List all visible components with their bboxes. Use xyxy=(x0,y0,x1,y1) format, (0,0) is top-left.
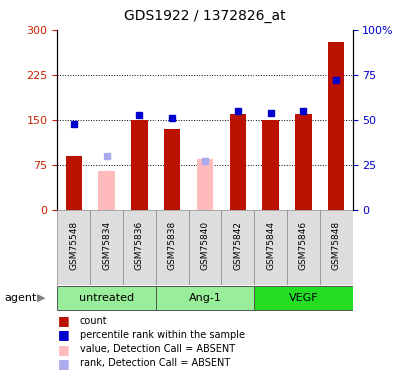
Bar xyxy=(327,42,344,210)
Text: GSM75548: GSM75548 xyxy=(69,221,78,270)
FancyBboxPatch shape xyxy=(57,210,90,285)
Text: GSM75836: GSM75836 xyxy=(135,221,144,270)
Text: GSM75846: GSM75846 xyxy=(298,221,307,270)
Bar xyxy=(294,114,311,210)
Bar xyxy=(196,159,213,210)
FancyBboxPatch shape xyxy=(254,210,286,285)
Text: untreated: untreated xyxy=(79,292,134,303)
FancyBboxPatch shape xyxy=(155,286,254,310)
FancyBboxPatch shape xyxy=(221,210,254,285)
Text: ■: ■ xyxy=(57,314,69,327)
Text: agent: agent xyxy=(4,293,36,303)
Bar xyxy=(164,129,180,210)
Text: VEGF: VEGF xyxy=(288,292,317,303)
Bar xyxy=(131,120,147,210)
FancyBboxPatch shape xyxy=(254,286,352,310)
Text: count: count xyxy=(80,316,107,326)
Bar xyxy=(65,156,82,210)
Text: GSM75834: GSM75834 xyxy=(102,221,111,270)
Text: rank, Detection Call = ABSENT: rank, Detection Call = ABSENT xyxy=(80,358,229,368)
Text: GSM75840: GSM75840 xyxy=(200,221,209,270)
Bar xyxy=(229,114,245,210)
FancyBboxPatch shape xyxy=(319,210,352,285)
Text: ■: ■ xyxy=(57,357,69,370)
Text: percentile rank within the sample: percentile rank within the sample xyxy=(80,330,244,340)
Bar xyxy=(98,171,115,210)
Text: value, Detection Call = ABSENT: value, Detection Call = ABSENT xyxy=(80,344,234,354)
Text: ■: ■ xyxy=(57,328,69,341)
Text: Ang-1: Ang-1 xyxy=(188,292,221,303)
FancyBboxPatch shape xyxy=(123,210,155,285)
FancyBboxPatch shape xyxy=(188,210,221,285)
Bar xyxy=(262,120,278,210)
FancyBboxPatch shape xyxy=(57,286,155,310)
Text: GSM75844: GSM75844 xyxy=(265,221,274,270)
Text: GSM75848: GSM75848 xyxy=(331,221,340,270)
Text: GDS1922 / 1372826_at: GDS1922 / 1372826_at xyxy=(124,9,285,23)
FancyBboxPatch shape xyxy=(90,210,123,285)
Text: GSM75838: GSM75838 xyxy=(167,221,176,270)
FancyBboxPatch shape xyxy=(155,210,188,285)
Text: ■: ■ xyxy=(57,343,69,355)
Text: ▶: ▶ xyxy=(37,293,45,303)
FancyBboxPatch shape xyxy=(286,210,319,285)
Text: GSM75842: GSM75842 xyxy=(233,221,242,270)
